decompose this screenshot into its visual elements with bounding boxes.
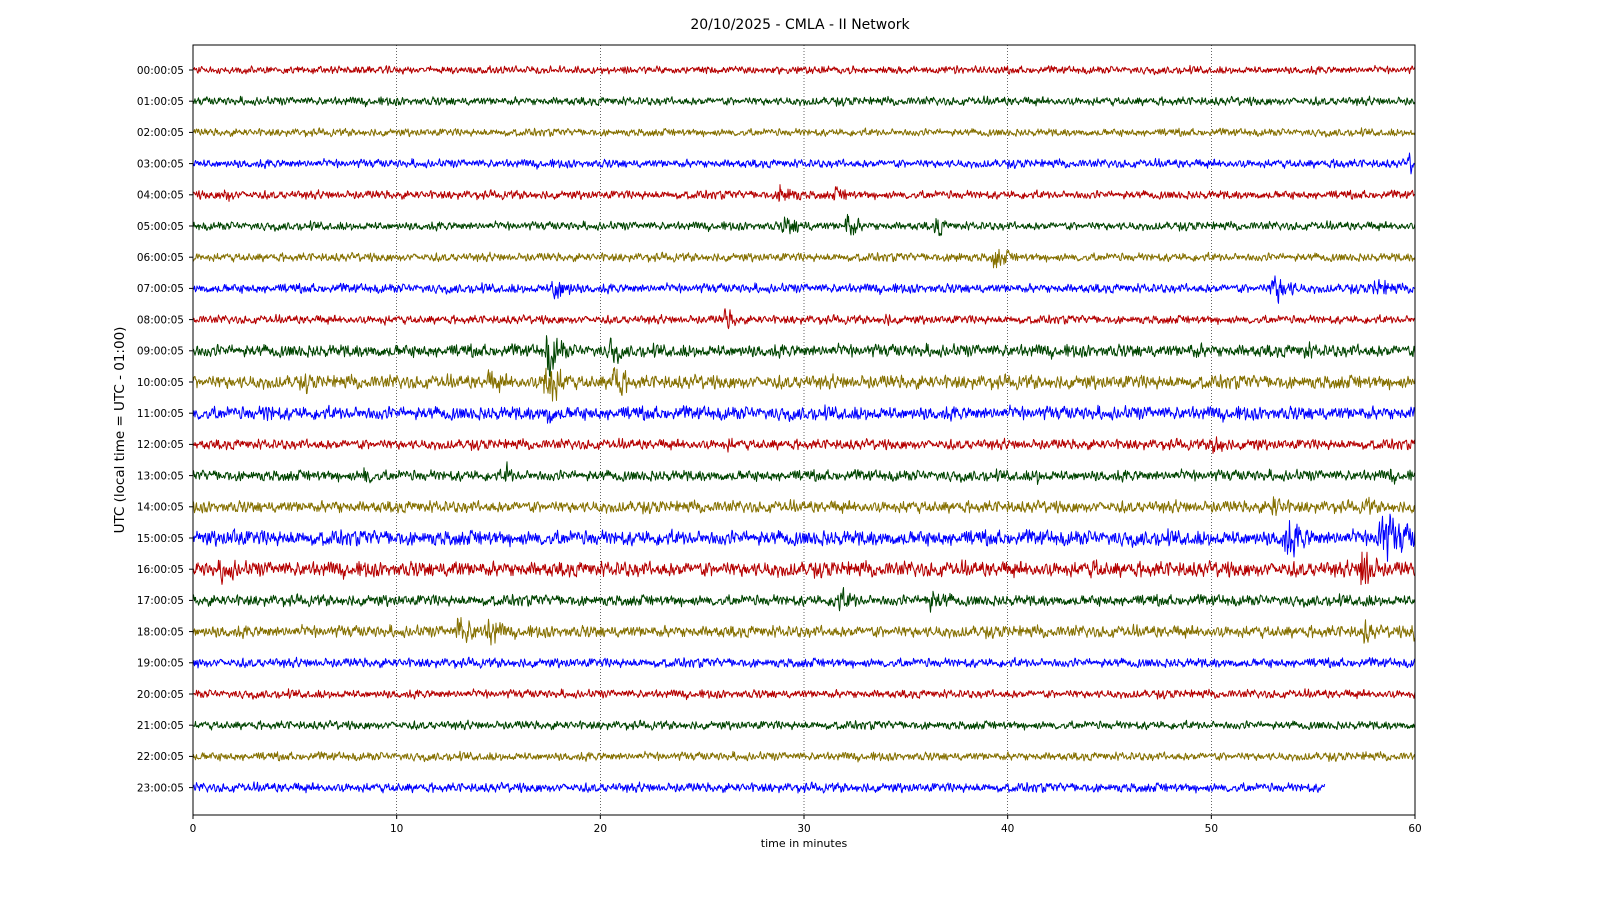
trace-16-00-05	[192, 551, 1416, 586]
hour-label: 04:00:05	[137, 190, 184, 202]
trace-00-00-05	[192, 64, 1416, 76]
hour-label: 15:00:05	[137, 533, 184, 545]
hour-label: 09:00:05	[137, 346, 184, 358]
x-tick-label: 30	[797, 823, 810, 835]
hour-label: 00:00:05	[137, 65, 184, 77]
vertical-grid	[396, 45, 1212, 815]
minute-ticks: 0 10 20 30 40 50 60	[190, 815, 1422, 835]
hour-label: 11:00:05	[137, 408, 184, 420]
trace-20-00-05	[192, 688, 1416, 701]
trace-23-00-05	[192, 781, 1326, 794]
trace-05-00-05	[192, 213, 1416, 237]
hour-label: 22:00:05	[137, 751, 184, 763]
hour-label: 03:00:05	[137, 158, 184, 170]
trace-08-00-05	[192, 308, 1416, 330]
y-axis-label: UTC (local time = UTC - 01:00)	[112, 327, 128, 534]
hour-label: 13:00:05	[137, 470, 184, 482]
trace-01-00-05	[192, 95, 1416, 108]
hour-label: 05:00:05	[137, 221, 184, 233]
x-tick-label: 0	[190, 823, 197, 835]
x-tick-label: 20	[594, 823, 607, 835]
trace-02-00-05	[192, 127, 1416, 138]
trace-10-00-05	[192, 367, 1416, 402]
hour-label: 08:00:05	[137, 314, 184, 326]
trace-19-00-05	[192, 656, 1416, 669]
hour-label: 20:00:05	[137, 689, 184, 701]
hour-label: 18:00:05	[137, 626, 184, 638]
x-tick-label: 60	[1408, 823, 1421, 835]
trace-15-00-05	[192, 513, 1416, 562]
hour-label: 16:00:05	[137, 564, 184, 576]
trace-04-00-05	[192, 184, 1416, 202]
hour-label: 14:00:05	[137, 502, 184, 514]
x-tick-label: 10	[390, 823, 403, 835]
hour-label: 01:00:05	[137, 96, 184, 108]
x-axis-label: time in minutes	[761, 837, 848, 850]
trace-14-00-05	[192, 496, 1416, 516]
hour-label: 17:00:05	[137, 595, 184, 607]
trace-12-00-05	[192, 436, 1416, 454]
trace-09-00-05	[192, 335, 1416, 377]
hour-label: 10:00:05	[137, 377, 184, 389]
x-tick-label: 50	[1205, 823, 1218, 835]
trace-17-00-05	[192, 587, 1416, 613]
x-tick-label: 40	[1001, 823, 1014, 835]
hour-labels: 00:00:05 01:00:05 02:00:05 03:00:05 04:00:05…	[137, 65, 193, 794]
trace-06-00-05	[192, 248, 1416, 269]
hour-label: 12:00:05	[137, 439, 184, 451]
trace-13-00-05	[192, 461, 1416, 485]
trace-03-00-05	[192, 152, 1416, 175]
hour-label: 19:00:05	[137, 658, 184, 670]
hour-label: 07:00:05	[137, 283, 184, 295]
hour-label: 02:00:05	[137, 127, 184, 139]
trace-21-00-05	[192, 719, 1415, 731]
trace-07-00-05	[192, 275, 1416, 304]
seismic-traces	[192, 64, 1416, 794]
chart-title: 20/10/2025 - CMLA - II Network	[690, 17, 910, 33]
trace-18-00-05	[192, 617, 1416, 646]
hour-label: 23:00:05	[137, 782, 184, 794]
trace-11-00-05	[192, 404, 1416, 424]
trace-22-00-05	[192, 750, 1416, 763]
hour-label: 06:00:05	[137, 252, 184, 264]
hour-label: 21:00:05	[137, 720, 184, 732]
